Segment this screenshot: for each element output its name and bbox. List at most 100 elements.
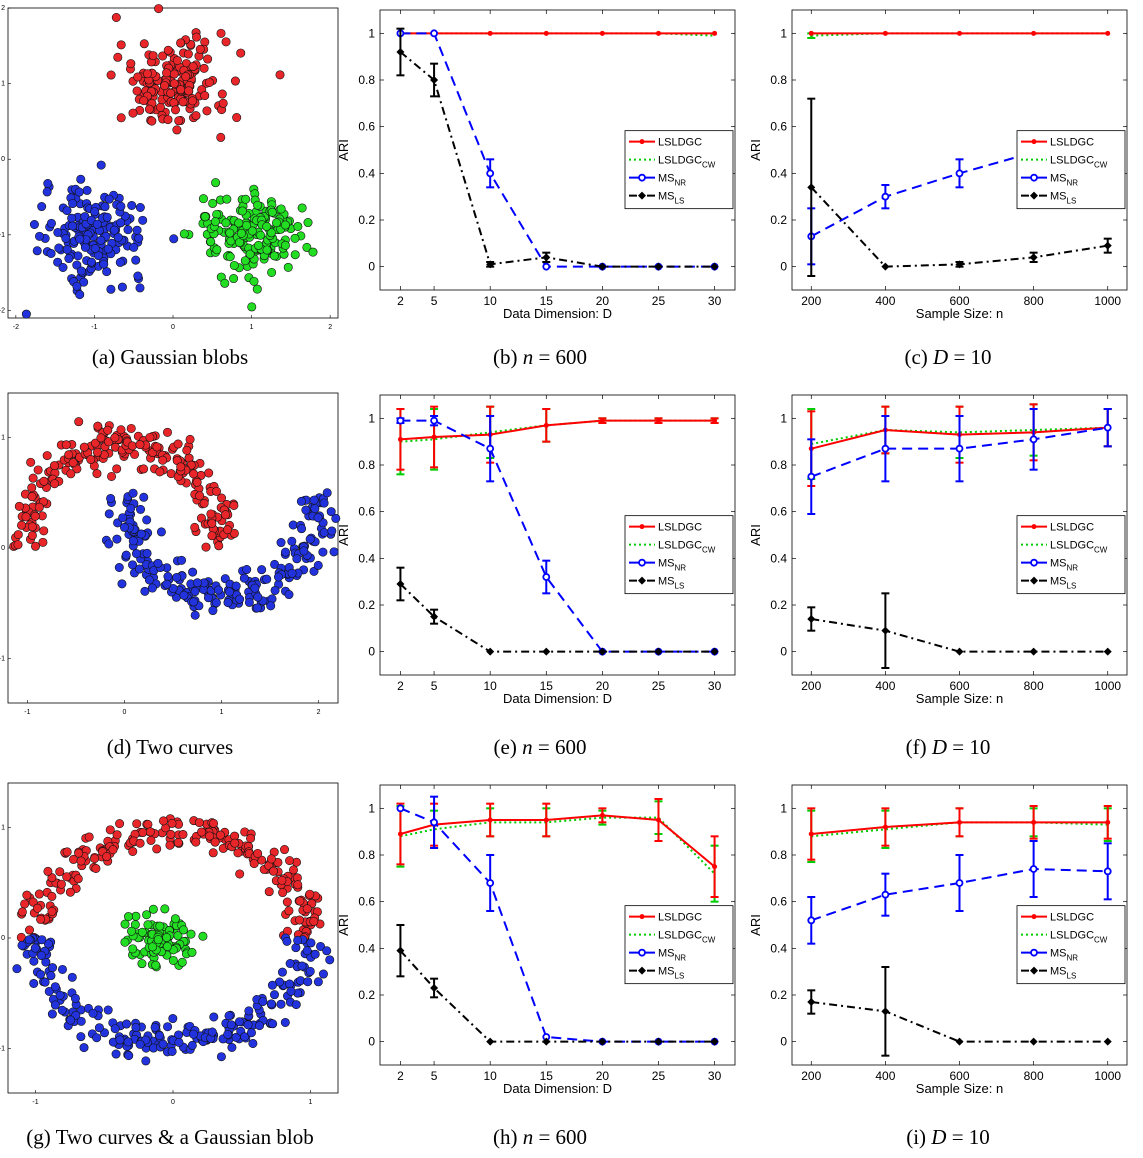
scatter-point xyxy=(114,563,124,573)
x-tick-label: 400 xyxy=(875,1069,895,1083)
scatter-point xyxy=(192,578,202,588)
scatter-point xyxy=(241,194,251,204)
y-tick-label: 0 xyxy=(1,156,5,163)
y-tick-label: 0.6 xyxy=(358,505,375,519)
scatter-point xyxy=(116,425,126,435)
scatter-point xyxy=(204,77,214,87)
scatter-point xyxy=(221,37,231,47)
scatter-point xyxy=(195,491,205,501)
y-axis-label: ARI xyxy=(748,524,763,546)
x-tick-label: 5 xyxy=(431,679,438,693)
y-tick-label: 0.2 xyxy=(358,213,375,227)
scatter-point xyxy=(262,245,272,255)
scatter-point xyxy=(39,526,49,536)
data-point-lsldgc xyxy=(599,418,605,424)
scatter-point xyxy=(163,115,173,125)
scatter-point xyxy=(93,421,103,431)
scatter-point xyxy=(155,467,165,477)
y-tick-label: 0.8 xyxy=(770,458,787,472)
scatter-point xyxy=(190,522,200,532)
scatter-point xyxy=(117,579,127,589)
scatter-point xyxy=(318,547,328,557)
scatter-point xyxy=(176,462,186,472)
data-point-ms_nr xyxy=(1103,423,1112,432)
legend: LSLDGC LSLDGCCW MSNR MSLS xyxy=(624,515,734,595)
panel-caption: (b) n = 600 xyxy=(492,345,588,369)
scatter-point xyxy=(106,284,116,294)
scatter-point xyxy=(116,218,126,228)
scatter-point xyxy=(29,220,39,230)
data-point-ms_ls xyxy=(542,647,551,656)
y-tick-label: 1 xyxy=(780,801,787,815)
data-point-ms_ls xyxy=(881,262,890,271)
data-point-ms_nr xyxy=(542,573,551,581)
scatter-point xyxy=(158,455,168,465)
scatter-point xyxy=(61,440,71,450)
x-tick-label: 1 xyxy=(309,1099,313,1106)
scatter-point xyxy=(189,469,199,479)
panel-caption: (g) Two curves & a Gaussian blob xyxy=(26,1125,314,1149)
scatter-point xyxy=(172,572,182,582)
scatter-point xyxy=(253,592,263,602)
scatter-point xyxy=(185,434,195,444)
x-tick-label: 2 xyxy=(328,324,332,331)
plot-frame xyxy=(379,9,736,291)
x-axis-label: Data Dimension: D xyxy=(503,306,612,321)
x-tick-label: 1 xyxy=(250,324,254,331)
y-tick-label: 0.4 xyxy=(770,551,787,565)
y-tick-label: 1 xyxy=(368,411,375,425)
data-point-ms_ls xyxy=(1103,241,1112,250)
scatter-point xyxy=(144,575,154,585)
scatter-point xyxy=(14,501,24,511)
x-axis-label: Sample Size: n xyxy=(916,691,1003,706)
scatter-point xyxy=(53,227,63,237)
scatter-point xyxy=(64,254,74,264)
x-tick-label: 1000 xyxy=(1094,294,1121,308)
x-tick-label: 2 xyxy=(397,294,404,308)
panel-caption: (i) D = 10 xyxy=(906,1125,990,1149)
y-tick-label: -1 xyxy=(0,656,5,663)
scatter-point xyxy=(222,194,232,204)
data-point-ms_ls xyxy=(807,615,816,623)
scatter-point xyxy=(199,63,209,73)
scatter-point xyxy=(136,529,146,539)
scatter-point xyxy=(64,450,74,460)
y-axis-label: ARI xyxy=(336,139,351,161)
data-point-lsldgc xyxy=(543,422,549,428)
data-point-ms_ls xyxy=(1029,1037,1038,1046)
data-point-ms_nr xyxy=(1029,865,1038,873)
scatter-point xyxy=(118,513,128,523)
scatter-point xyxy=(50,479,60,489)
scatter-point xyxy=(46,248,56,258)
scatter-point xyxy=(327,526,337,536)
data-point-ms_nr xyxy=(430,416,438,425)
scatter-point xyxy=(30,511,40,521)
scatter-point xyxy=(217,89,227,99)
scatter-point xyxy=(192,32,202,42)
scatter-point xyxy=(79,277,89,287)
scatter-point xyxy=(38,537,48,547)
data-point-ms_ls xyxy=(430,612,439,621)
scatter-point xyxy=(53,257,63,267)
y-tick-label: 0 xyxy=(780,1035,787,1049)
y-tick-label: 0 xyxy=(1,935,5,942)
scatter-point xyxy=(197,827,207,837)
data-point-ms_nr xyxy=(881,192,890,201)
legend-label: MSLS xyxy=(1050,576,1076,591)
scatter-point xyxy=(28,473,38,483)
x-tick-label: 800 xyxy=(1024,679,1044,693)
scatter-point xyxy=(115,819,125,829)
y-tick-label: 0.2 xyxy=(770,988,787,1002)
scatter-point xyxy=(200,91,210,101)
scatter-point xyxy=(249,276,259,286)
data-point-lsldgc xyxy=(882,30,888,36)
scatter-point xyxy=(108,845,118,855)
scatter-point xyxy=(277,875,287,885)
scatter-point xyxy=(166,829,176,839)
scatter-point xyxy=(250,583,260,593)
scatter-point xyxy=(96,433,106,443)
y-tick-label: 1 xyxy=(780,411,787,425)
scatter-point xyxy=(90,244,100,254)
scatter-point xyxy=(223,525,233,535)
